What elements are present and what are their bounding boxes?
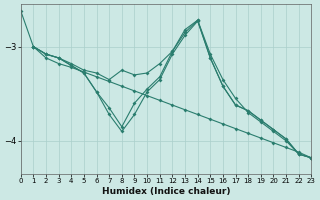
X-axis label: Humidex (Indice chaleur): Humidex (Indice chaleur) bbox=[102, 187, 230, 196]
